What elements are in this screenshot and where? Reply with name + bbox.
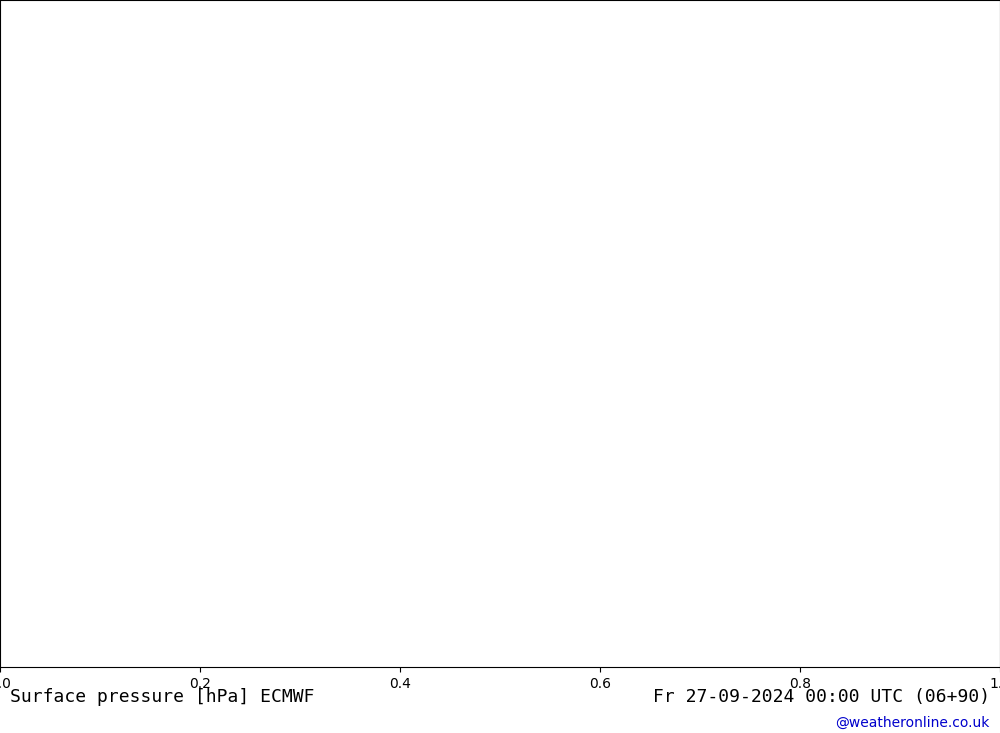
Text: Surface pressure [hPa] ECMWF: Surface pressure [hPa] ECMWF	[10, 688, 314, 706]
Text: Fr 27-09-2024 00:00 UTC (06+90): Fr 27-09-2024 00:00 UTC (06+90)	[653, 688, 990, 706]
Text: @weatheronline.co.uk: @weatheronline.co.uk	[836, 715, 990, 730]
